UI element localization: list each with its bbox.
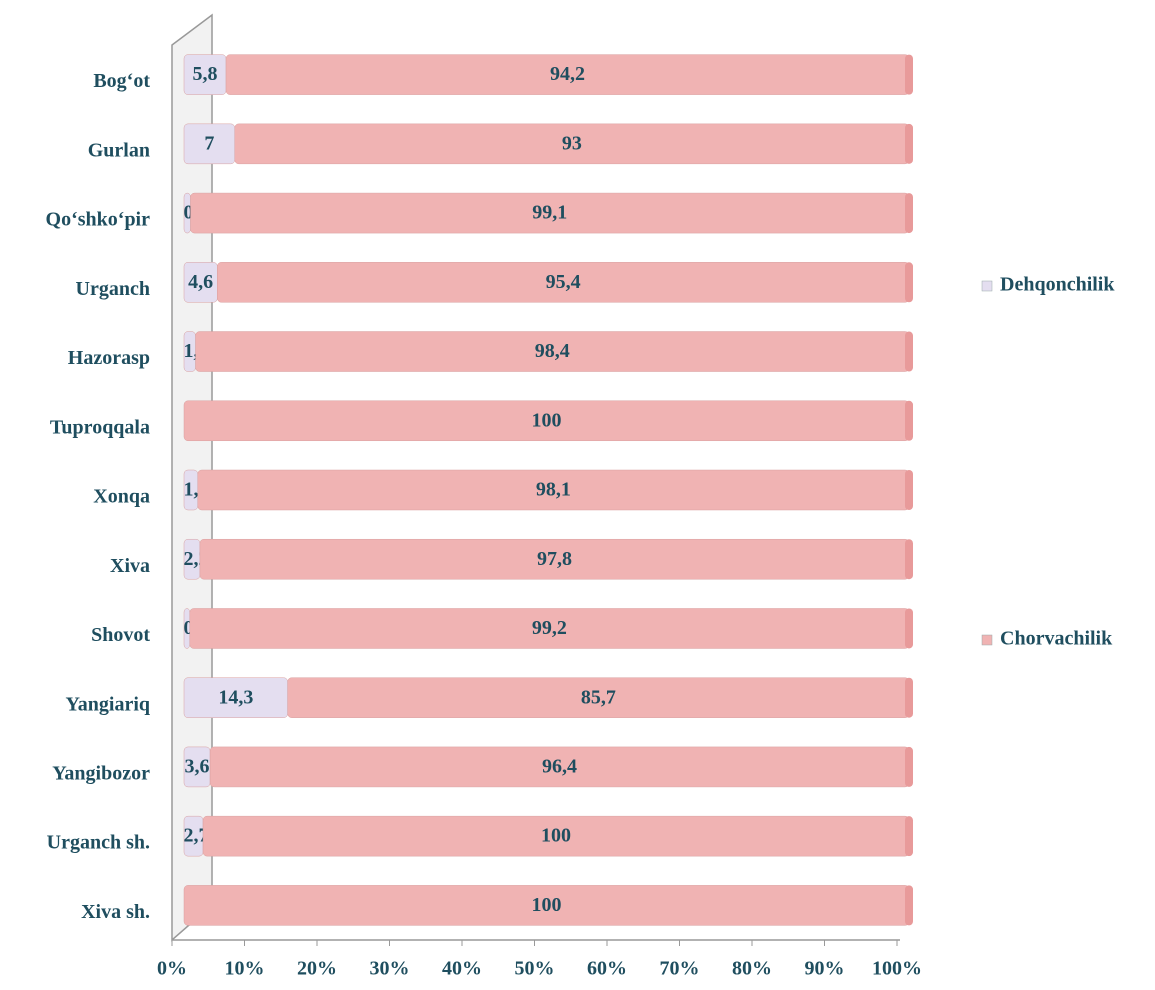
data-label: 85,7 (581, 686, 616, 708)
data-label: 2,7 (184, 825, 209, 847)
y-tick-label: Urganch sh. (47, 832, 150, 854)
data-label: 98,1 (536, 479, 571, 501)
bar-cap (905, 539, 913, 580)
bar-cap (905, 262, 913, 303)
bar-cap (905, 677, 913, 718)
x-tick-label: 20% (297, 958, 337, 980)
legend-label: Dehqonchilik (1000, 274, 1115, 296)
x-tick-label: 0% (157, 958, 187, 980)
data-label: 94,2 (550, 63, 585, 85)
y-tick-label: Shovot (91, 624, 150, 646)
y-tick-label: Yangibozor (52, 763, 150, 785)
bar-cap (905, 746, 913, 787)
y-tick-label: Yangiariq (66, 693, 150, 715)
x-tick-label: 80% (732, 958, 772, 980)
y-tick-label: Urganch (76, 278, 150, 300)
y-tick-label: Bog‘ot (93, 70, 150, 92)
bar-cap (905, 885, 913, 926)
data-label: 93 (562, 132, 582, 154)
bar-cap (905, 193, 913, 234)
legend-swatch (981, 634, 993, 646)
x-tick-label: 70% (660, 958, 700, 980)
y-tick-label: Hazorasp (68, 347, 150, 369)
data-label: 98,4 (535, 340, 570, 362)
data-label: 99,2 (532, 617, 567, 639)
legend-label: Chorvachilik (1000, 628, 1113, 650)
y-tick-label: Qo‘shko‘pir (46, 209, 151, 231)
data-label: 3,6 (185, 756, 210, 778)
x-tick-label: 40% (442, 958, 482, 980)
data-label: 95,4 (546, 271, 581, 293)
x-tick-label: 50% (515, 958, 555, 980)
x-tick-label: 100% (872, 958, 922, 980)
x-tick-label: 10% (225, 958, 265, 980)
legend-swatch (981, 280, 993, 292)
y-tick-label: Gurlan (88, 139, 150, 161)
data-label: 100 (541, 825, 571, 847)
x-tick-label: 90% (805, 958, 845, 980)
data-label: 7 (204, 132, 214, 154)
y-tick-label: Xiva sh. (81, 901, 150, 923)
bar-cap (905, 816, 913, 857)
data-label: 5,8 (193, 63, 218, 85)
data-label: 99,1 (532, 202, 567, 224)
bar-cap (905, 400, 913, 441)
data-label: 100 (532, 894, 562, 916)
x-tick-label: 30% (370, 958, 410, 980)
data-label: 100 (532, 409, 562, 431)
y-tick-label: Xiva (110, 555, 150, 577)
data-label: 4,6 (188, 271, 213, 293)
data-label: 97,8 (537, 548, 572, 570)
bar-cap (905, 470, 913, 510)
y-tick-label: Xonqa (93, 486, 150, 508)
data-label: 14,3 (218, 686, 253, 708)
bar-cap (905, 54, 913, 95)
bar-cap (905, 608, 913, 649)
y-tick-label: Tuproqqala (50, 416, 150, 438)
bar-cap (905, 123, 913, 164)
data-label: 96,4 (542, 756, 577, 778)
bar-cap (905, 331, 913, 372)
x-tick-label: 60% (587, 958, 627, 980)
